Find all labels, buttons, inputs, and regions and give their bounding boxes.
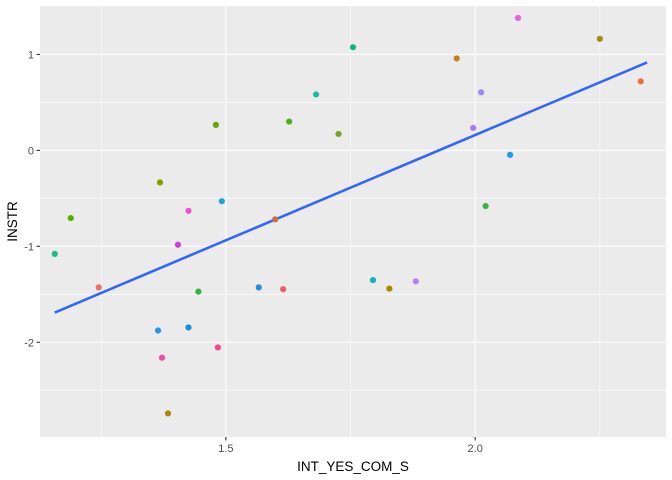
data-point: [272, 216, 279, 223]
data-point: [195, 288, 202, 295]
data-point: [478, 89, 485, 96]
data-point: [174, 241, 182, 248]
data-point: [349, 44, 357, 51]
x-axis: 1.5 2.0: [218, 437, 483, 455]
data-point: [386, 285, 393, 292]
y-tick-label: 1: [28, 49, 34, 61]
data-point: [637, 78, 644, 85]
data-point: [164, 410, 172, 417]
data-point: [156, 179, 164, 186]
x-tick-label: 1.5: [218, 443, 233, 455]
x-axis-title: INT_YES_COM_S: [297, 459, 409, 474]
minor-gridlines: [40, 6, 666, 437]
data-point: [255, 284, 262, 291]
data-point: [514, 14, 522, 22]
data-point: [286, 118, 293, 125]
trend-line-group: [54, 61, 648, 314]
data-point: [453, 55, 460, 62]
data-point: [95, 284, 102, 291]
major-gridlines: [40, 6, 666, 437]
data-point: [214, 344, 221, 351]
data-point: [185, 324, 192, 331]
data-point: [212, 121, 219, 128]
y-axis-title: INSTR: [5, 201, 20, 242]
data-point: [335, 130, 342, 138]
data-point: [218, 198, 225, 205]
data-point: [313, 91, 320, 98]
data-point: [596, 35, 603, 42]
data-point: [185, 207, 192, 214]
y-tick-label: -1: [24, 241, 34, 253]
y-tick-label: -2: [24, 337, 34, 349]
data-point: [158, 354, 166, 361]
data-point: [482, 202, 489, 210]
trend-line: [54, 61, 648, 314]
data-point: [506, 151, 514, 158]
y-axis: -2 -1 0 1: [24, 49, 40, 349]
plot-panel: [40, 6, 666, 437]
data-point: [369, 277, 377, 284]
data-points: [51, 14, 644, 417]
data-point: [280, 286, 287, 293]
data-point: [154, 327, 162, 334]
data-point: [51, 250, 58, 258]
data-point: [470, 124, 477, 131]
data-point: [67, 215, 74, 222]
x-tick-label: 2.0: [468, 443, 483, 455]
data-point: [412, 278, 419, 285]
y-tick-label: 0: [28, 145, 34, 157]
